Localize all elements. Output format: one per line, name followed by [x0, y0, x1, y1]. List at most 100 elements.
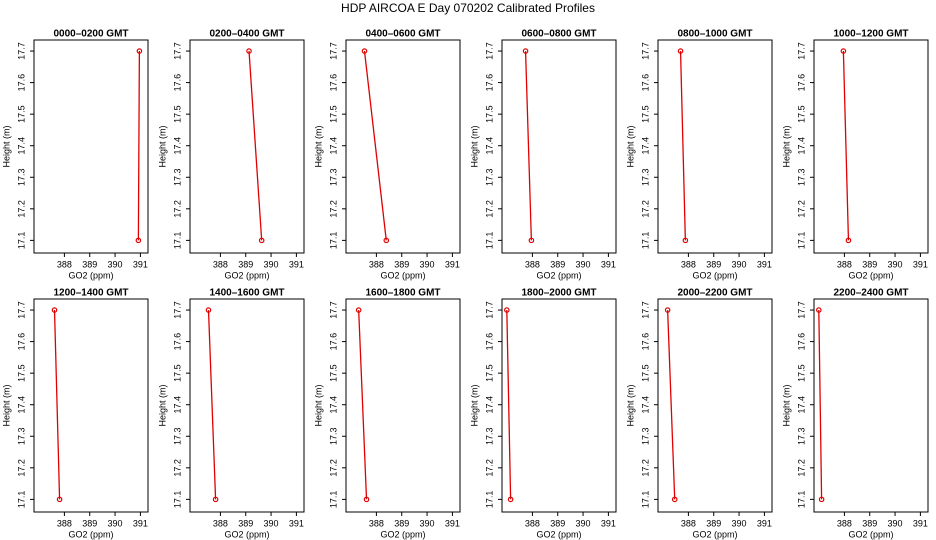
y-tick-label: 17.5: [172, 105, 182, 123]
x-axis-label: GO2 (ppm): [692, 529, 737, 539]
y-tick-label: 17.7: [328, 301, 338, 319]
y-tick-label: 17.7: [796, 301, 806, 319]
y-tick-label: 17.7: [16, 301, 26, 319]
x-tick-label: 388: [681, 518, 696, 528]
plot-frame: [189, 298, 305, 513]
y-tick-label: 17.7: [640, 301, 650, 319]
y-tick-label: 17.1: [640, 232, 650, 250]
data-point: [383, 237, 390, 244]
data-point: [361, 48, 368, 54]
y-tick-label: 17.4: [16, 396, 26, 414]
y-tick-label: 17.4: [484, 396, 494, 414]
y-axis-label: Height (m): [1, 384, 11, 426]
y-tick-label: 17.3: [16, 428, 26, 446]
x-tick-label: 391: [133, 259, 148, 269]
x-tick-label: 390: [576, 518, 591, 528]
plot-frame: [501, 298, 617, 513]
x-tick-label: 388: [525, 259, 540, 269]
y-tick-label: 17.5: [16, 105, 26, 123]
panel-title: 2200–2400 GMT: [833, 288, 908, 299]
y-tick-label: 17.2: [640, 200, 650, 218]
x-axis-label: GO2 (ppm): [380, 529, 425, 539]
profile-line: [842, 51, 850, 241]
plot-frame: [189, 39, 305, 254]
y-axis-label: Height (m): [157, 125, 167, 167]
x-tick-label: 390: [888, 259, 903, 269]
x-tick-label: 390: [108, 518, 123, 528]
data-point: [818, 496, 825, 503]
y-axis-label: Height (m): [313, 384, 323, 426]
y-tick-label: 17.6: [796, 74, 806, 92]
data-point: [528, 237, 535, 244]
data-point: [258, 237, 265, 244]
x-axis-label: GO2 (ppm): [536, 529, 581, 539]
panel-title: 0000–0200 GMT: [53, 29, 128, 40]
x-tick-label: 389: [82, 259, 97, 269]
plot-frame: [345, 298, 461, 513]
y-tick-label: 17.7: [484, 42, 494, 60]
x-tick-label: 390: [420, 259, 435, 269]
profile-line: [248, 51, 263, 241]
x-tick-label: 388: [213, 259, 228, 269]
x-tick-label: 390: [732, 518, 747, 528]
panel-title: 1000–1200 GMT: [833, 29, 908, 40]
y-tick-label: 17.6: [16, 74, 26, 92]
x-tick-label: 391: [913, 518, 928, 528]
y-axis-label: Height (m): [157, 384, 167, 426]
y-tick-label: 17.1: [484, 491, 494, 509]
y-tick-label: 17.3: [328, 428, 338, 446]
x-tick-label: 391: [601, 518, 616, 528]
y-tick-label: 17.2: [484, 200, 494, 218]
y-tick-label: 17.3: [172, 428, 182, 446]
y-tick-label: 17.1: [484, 232, 494, 250]
data-point: [56, 496, 63, 503]
profile-line: [137, 51, 141, 241]
y-axis-label: Height (m): [469, 125, 479, 167]
x-axis-label: GO2 (ppm): [536, 270, 581, 280]
x-tick-label: 391: [133, 518, 148, 528]
y-tick-label: 17.5: [328, 364, 338, 382]
x-tick-label: 390: [888, 518, 903, 528]
profile-line: [524, 51, 533, 241]
x-tick-label: 391: [289, 259, 304, 269]
x-tick-label: 389: [862, 518, 877, 528]
y-tick-label: 17.3: [796, 428, 806, 446]
y-tick-label: 17.6: [484, 74, 494, 92]
x-tick-label: 388: [369, 259, 384, 269]
panel-title: 0200–0400 GMT: [209, 29, 284, 40]
panel-title: 1400–1600 GMT: [209, 288, 284, 299]
profile-line: [506, 310, 512, 500]
y-tick-label: 17.3: [484, 169, 494, 187]
data-point: [136, 48, 143, 54]
x-tick-label: 389: [238, 259, 253, 269]
data-point: [682, 237, 689, 244]
y-tick-label: 17.4: [796, 396, 806, 414]
x-tick-label: 388: [837, 259, 852, 269]
y-tick-label: 17.2: [172, 200, 182, 218]
x-tick-label: 389: [862, 259, 877, 269]
data-point: [816, 307, 822, 313]
x-tick-label: 388: [57, 518, 72, 528]
x-tick-label: 391: [913, 259, 928, 269]
x-tick-label: 390: [264, 518, 279, 528]
y-tick-label: 17.1: [16, 491, 26, 509]
y-tick-label: 17.6: [640, 74, 650, 92]
x-tick-label: 391: [601, 259, 616, 269]
data-point: [671, 496, 678, 503]
x-tick-label: 391: [757, 259, 772, 269]
y-tick-label: 17.2: [16, 200, 26, 218]
panel-title: 1800–2000 GMT: [521, 288, 596, 299]
x-tick-label: 390: [576, 259, 591, 269]
profile-line: [358, 310, 368, 500]
x-tick-label: 388: [213, 518, 228, 528]
data-point: [522, 48, 529, 54]
y-tick-label: 17.4: [640, 396, 650, 414]
data-point: [504, 307, 510, 313]
y-tick-label: 17.3: [796, 169, 806, 187]
x-axis-label: GO2 (ppm): [848, 529, 893, 539]
y-tick-label: 17.2: [328, 459, 338, 477]
y-tick-label: 17.2: [16, 459, 26, 477]
y-axis-label: Height (m): [625, 125, 635, 167]
y-tick-label: 17.5: [640, 364, 650, 382]
y-tick-label: 17.2: [796, 200, 806, 218]
